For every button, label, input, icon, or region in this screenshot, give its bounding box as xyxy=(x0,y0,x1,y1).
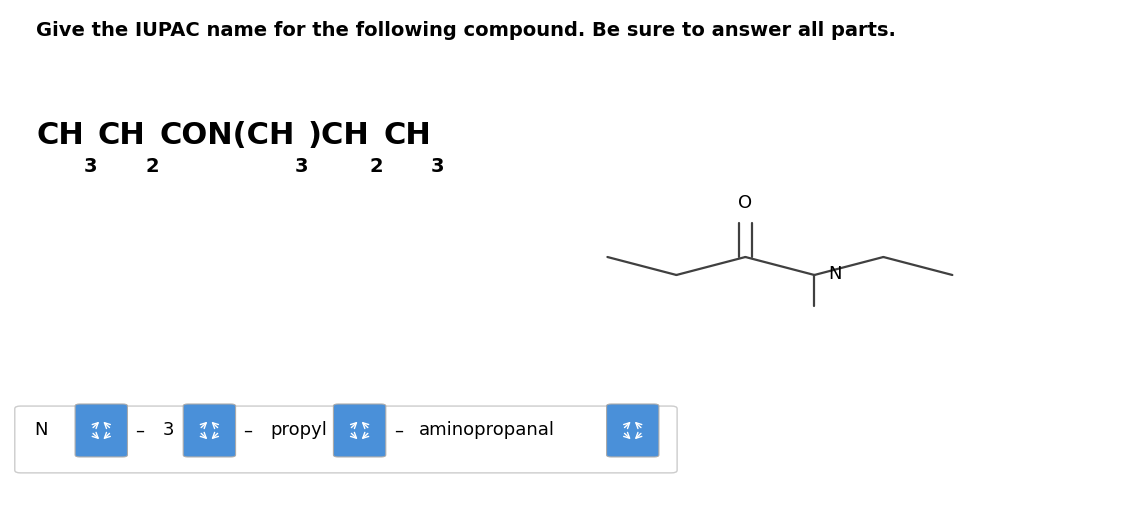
Text: CON(CH: CON(CH xyxy=(159,121,295,150)
Text: aminopropanal: aminopropanal xyxy=(419,421,555,439)
Text: CH: CH xyxy=(384,121,431,150)
Text: –: – xyxy=(135,421,145,439)
Text: N: N xyxy=(828,265,841,283)
Text: 3: 3 xyxy=(84,157,98,176)
FancyBboxPatch shape xyxy=(333,404,386,457)
FancyBboxPatch shape xyxy=(75,404,127,457)
Text: 3: 3 xyxy=(295,157,308,176)
Text: 2: 2 xyxy=(146,157,159,176)
FancyBboxPatch shape xyxy=(607,404,659,457)
Text: 3: 3 xyxy=(431,157,445,176)
Text: O: O xyxy=(739,193,752,212)
FancyBboxPatch shape xyxy=(183,404,236,457)
Text: 3: 3 xyxy=(163,421,174,439)
Text: CH: CH xyxy=(98,121,146,150)
Text: Give the IUPAC name for the following compound. Be sure to answer all parts.: Give the IUPAC name for the following co… xyxy=(36,21,897,40)
Text: –: – xyxy=(244,421,253,439)
Text: N: N xyxy=(34,421,48,439)
Text: –: – xyxy=(394,421,403,439)
Text: 2: 2 xyxy=(370,157,384,176)
Text: CH: CH xyxy=(36,121,84,150)
Text: )CH: )CH xyxy=(308,121,370,150)
Text: propyl: propyl xyxy=(271,421,328,439)
